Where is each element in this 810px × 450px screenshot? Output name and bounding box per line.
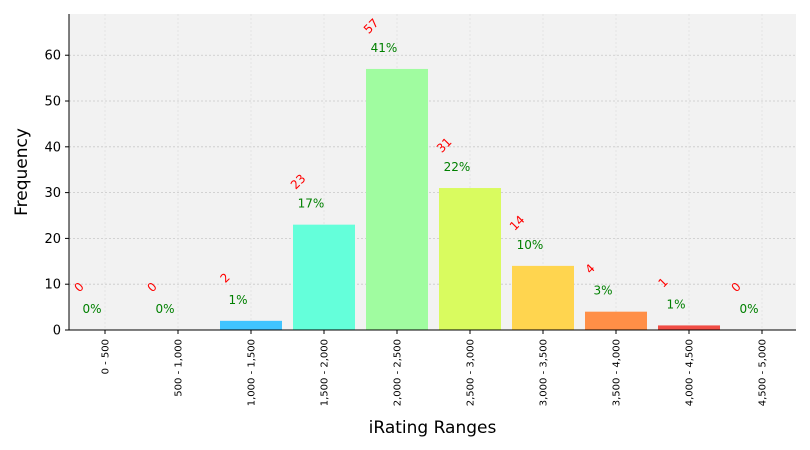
bar bbox=[293, 224, 355, 330]
x-tick-label: 3,500 - 4,000 bbox=[612, 339, 623, 406]
percent-label: 0% bbox=[739, 302, 758, 316]
x-tick-label: 2,000 - 2,500 bbox=[393, 339, 404, 406]
x-tick-label: 1,000 - 1,500 bbox=[247, 339, 258, 406]
x-tick-label: 2,500 - 3,000 bbox=[466, 339, 477, 406]
x-tick-label: 4,500 - 5,000 bbox=[758, 339, 769, 406]
x-tick-label: 1,500 - 2,000 bbox=[320, 339, 331, 406]
y-tick-label: 30 bbox=[44, 186, 61, 201]
percent-label: 1% bbox=[228, 293, 247, 307]
percent-label: 0% bbox=[82, 302, 101, 316]
y-tick-label: 20 bbox=[44, 232, 61, 247]
bar bbox=[366, 68, 428, 331]
x-axis-title: iRating Ranges bbox=[369, 418, 497, 438]
x-tick-label: 3,000 - 3,500 bbox=[539, 339, 550, 406]
bar bbox=[585, 311, 647, 330]
y-axis-title: Frequency bbox=[12, 128, 32, 216]
percent-label: 17% bbox=[298, 197, 325, 211]
x-tick-label: 4,000 - 4,500 bbox=[685, 339, 696, 406]
y-tick-label: 60 bbox=[44, 49, 61, 64]
plot-area bbox=[69, 14, 796, 330]
x-tick-label: 500 - 1,000 bbox=[174, 339, 185, 397]
y-tick-label: 10 bbox=[44, 278, 61, 293]
x-ticks-group: 0 - 500 500 - 1,000 1,000 - 1,500 1,500 - 2… bbox=[101, 330, 769, 406]
percent-label: 1% bbox=[666, 297, 685, 311]
x-tick-label: 0 - 500 bbox=[101, 339, 112, 374]
y-tick-label: 50 bbox=[44, 95, 61, 110]
bar bbox=[658, 325, 720, 330]
bar bbox=[512, 265, 574, 330]
bar bbox=[220, 320, 282, 330]
percent-label: 41% bbox=[371, 41, 398, 55]
y-tick-label: 40 bbox=[44, 140, 61, 155]
y-tick-label: 0 bbox=[53, 324, 61, 339]
percent-label: 22% bbox=[444, 160, 471, 174]
percent-label: 3% bbox=[593, 284, 612, 298]
percent-label: 0% bbox=[155, 302, 174, 316]
bars-group bbox=[220, 68, 720, 331]
bar bbox=[439, 188, 501, 330]
percent-label: 10% bbox=[517, 238, 544, 252]
y-ticks-group: 0 10 20 30 40 50 60 bbox=[44, 49, 69, 339]
